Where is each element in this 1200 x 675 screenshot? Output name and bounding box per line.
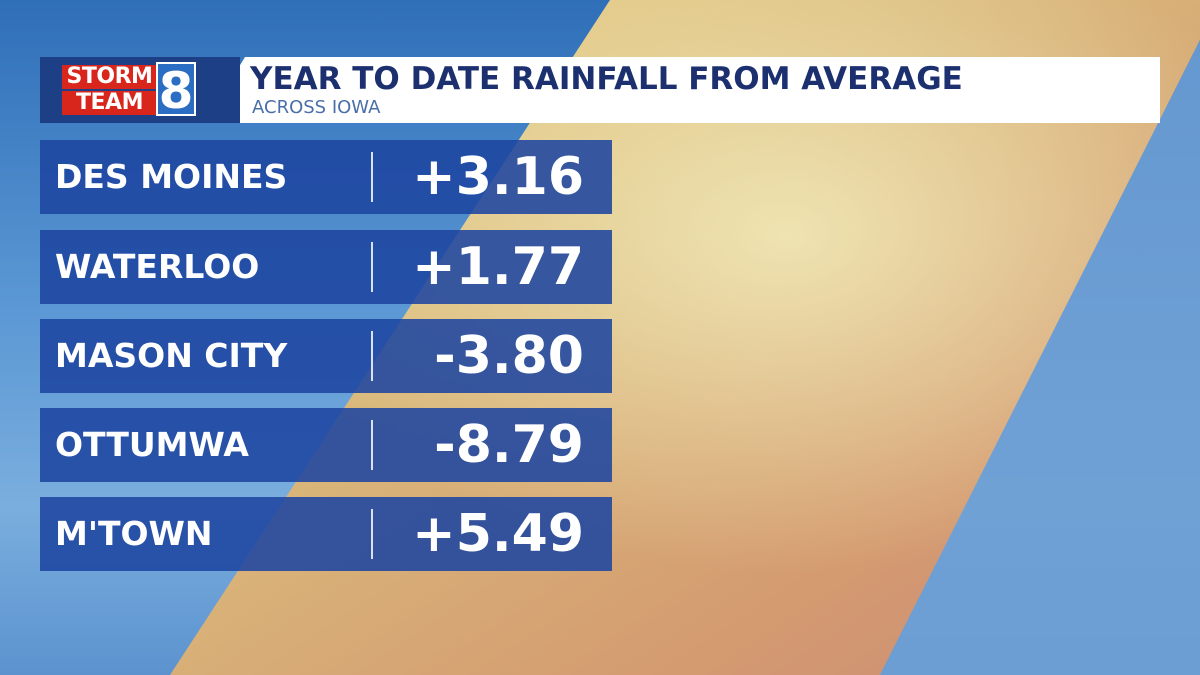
logo-word: STORM xyxy=(62,65,157,89)
divider xyxy=(371,242,373,292)
table-row: WATERLOO +1.77 xyxy=(40,230,612,304)
rainfall-value: +3.16 xyxy=(412,147,584,207)
rainfall-value: -8.79 xyxy=(434,415,584,475)
divider xyxy=(371,420,373,470)
title: YEAR TO DATE RAINFALL FROM AVERAGE xyxy=(250,61,963,97)
table-row: M'TOWN +5.49 xyxy=(40,497,612,571)
rainfall-value: +5.49 xyxy=(412,504,584,564)
city-name: MASON CITY xyxy=(55,336,288,375)
table-row: MASON CITY -3.80 xyxy=(40,319,612,393)
divider xyxy=(371,152,373,202)
table-row: OTTUMWA -8.79 xyxy=(40,408,612,482)
city-name: OTTUMWA xyxy=(55,425,249,464)
table-row: DES MOINES +3.16 xyxy=(40,140,612,214)
rainfall-value: -3.80 xyxy=(434,326,584,386)
city-name: DES MOINES xyxy=(55,157,288,196)
rainfall-value: +1.77 xyxy=(412,237,584,297)
logo-number: 8 xyxy=(156,62,196,118)
header: STORM TEAM 8 YEAR TO DATE RAINFALL FROM … xyxy=(40,57,1160,123)
logo-word: TEAM xyxy=(62,91,157,115)
subtitle: ACROSS IOWA xyxy=(252,97,381,118)
title-box xyxy=(205,57,1160,123)
divider xyxy=(371,509,373,559)
divider xyxy=(371,331,373,381)
sky-right xyxy=(880,40,1200,675)
city-name: M'TOWN xyxy=(55,514,213,553)
logo: STORM TEAM 8 xyxy=(40,57,240,123)
city-name: WATERLOO xyxy=(55,247,260,286)
